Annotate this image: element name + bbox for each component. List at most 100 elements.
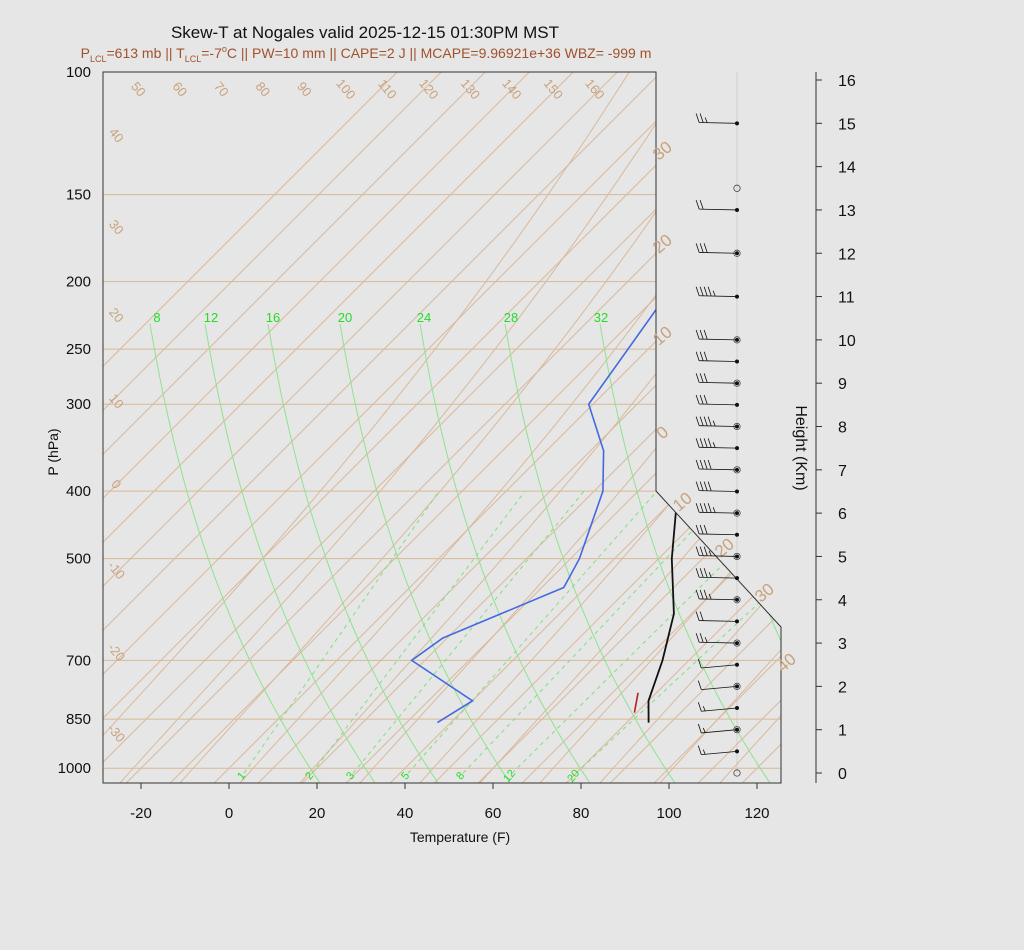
isotherm-top-label: 100 [333,76,358,102]
height-tick-label: 3 [838,636,847,653]
height-tick-label: 7 [838,463,847,480]
wind-barb [695,243,738,254]
mixing-ratio-line [407,490,658,774]
isotherm-line [103,72,442,783]
isotherm-top-label: 70 [211,79,232,100]
isotherm-left-label: 20 [106,305,127,326]
wind-calm-circle [733,596,741,604]
x-tick-label: 20 [309,805,326,822]
dry-adiabat-line [419,72,781,783]
isotherm-line [565,72,781,783]
moist-adiabat-label: 8 [153,310,160,325]
wind-barb [695,394,738,406]
x-tick-label: 80 [573,805,590,822]
dry-adiabat-line [179,72,750,783]
pressure-tick-label: 100 [66,64,91,81]
isotherm-right-label: 10 [669,488,696,515]
mixing-ratio-label: 5 [399,770,412,782]
wind-calm-circle [733,769,741,777]
wind-barb [695,113,738,124]
height-tick-label: 6 [838,506,847,523]
pressure-tick-label: 300 [66,396,91,413]
moist-adiabat-line [339,323,511,783]
isotherm-right-label: 10 [649,322,676,349]
pressure-tick-label: 700 [66,652,91,669]
height-tick-label: 4 [838,593,847,610]
isotherm-left-label: 40 [106,125,127,146]
mixing-ratio-line [243,490,440,774]
mixing-ratio-line [311,490,526,774]
wind-barb [697,745,738,755]
height-tick-label: 1 [838,723,847,740]
x-axis-label: Temperature (F) [410,829,510,845]
isotherm-line [433,72,781,783]
wind-calm-circle [733,422,741,431]
isotherm-right-label: 30 [649,137,676,164]
pressure-tick-label: 250 [66,341,91,358]
height-tick-label: 2 [838,679,847,696]
isotherm-line [609,72,781,783]
wind-barb [695,351,738,362]
moist-adiabat-line [689,323,781,783]
isotherm-line [962,72,1024,783]
wind-barb [695,459,738,471]
isotherm-top-label: 80 [253,79,274,100]
isotherm-left-label: -10 [105,558,129,582]
dry-adiabat-line [479,72,781,783]
chart-subtitle: PLCL=613 mb || TLCL=-7oC || PW=10 mm || … [81,44,652,64]
dry-adiabat-line [840,72,1024,783]
moist-adiabat-label: 32 [594,310,608,325]
wind-barb [695,416,738,427]
isotherm-line [103,72,530,783]
pressure-tick-label: 1000 [58,760,91,777]
isotherm-right-label: 30 [751,579,778,606]
chart-title: Skew-T at Nogales valid 2025-12-15 01:30… [171,23,559,42]
wind-barb [695,329,738,341]
moist-adiabat-label: 16 [266,310,280,325]
pressure-tick-label: 200 [66,274,91,291]
dry-adiabat-line [659,72,781,783]
wind-calm-circle [733,682,741,690]
x-tick-label: 120 [744,805,769,822]
isotherm-line [697,72,781,783]
isotherm-line [521,72,781,783]
wind-barb [695,373,738,384]
isotherm-left-label: -30 [105,721,129,745]
height-tick-label: 10 [838,333,856,350]
isotherm-right-label: 20 [649,230,676,257]
wind-barb [695,524,738,536]
isotherm-line [103,72,750,783]
moist-adiabat-label: 12 [204,310,218,325]
dry-adiabat-line [119,72,690,783]
dry-adiabat-line [719,72,781,783]
dry-adiabat-line [103,72,630,783]
wind-barb [695,503,738,514]
isotherm-line [103,72,574,783]
wind-calm-circle [733,336,741,344]
wind-barb [695,546,738,557]
isotherm-line [103,72,486,783]
height-tick-label: 14 [838,160,856,177]
isotherm-line [103,72,662,783]
isotherm-line [103,72,398,783]
parcel-path [633,692,639,713]
wind-calm-circle [733,466,741,474]
moist-adiabat-label: 24 [417,310,431,325]
mixing-ratio-line [352,490,585,774]
wind-barb [695,438,738,449]
height-axis-label: Height (Km) [792,405,809,490]
wind-barb [697,723,738,734]
isotherm-left-label: 30 [106,217,127,238]
dry-adiabat-line [779,72,781,783]
height-tick-label: 12 [838,246,856,263]
isotherm-line [125,72,781,783]
isotherm-top-label: 110 [375,76,400,102]
moist-adiabat-line [599,323,771,783]
dry-adiabat-line [239,72,781,783]
moist-adiabat-line [204,323,376,783]
wind-calm-circle [733,379,741,387]
mixing-ratio-label: 8 [454,770,467,782]
isotherm-line [103,72,618,783]
x-tick-label: 40 [397,805,414,822]
